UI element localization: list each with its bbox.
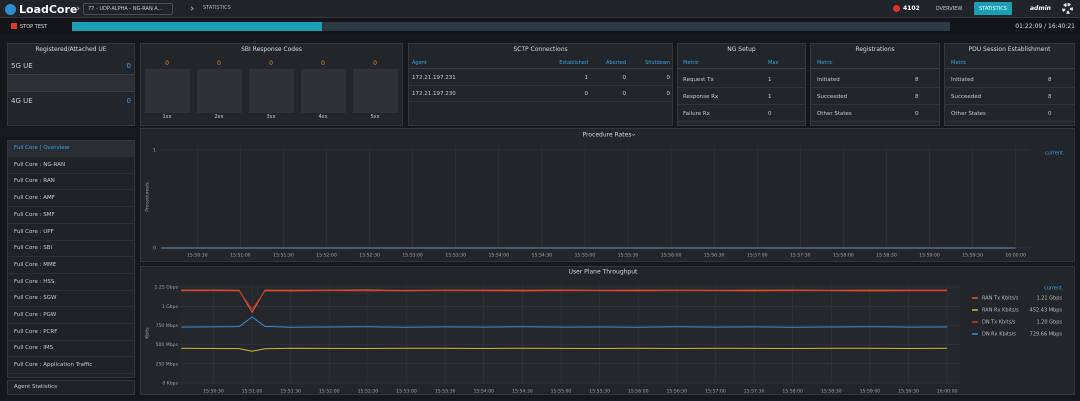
x-tick-label: 15:57:00 xyxy=(705,389,726,395)
x-tick-label: 15:57:00 xyxy=(747,253,768,259)
x-tick-label: 15:53:30 xyxy=(435,389,456,395)
x-tick-label: 16:00:00 xyxy=(1005,253,1026,259)
title-chevron xyxy=(632,134,635,136)
x-tick-label: 15:51:30 xyxy=(273,253,294,259)
legend-label: RAN Rx Kbits/s xyxy=(982,308,1019,314)
x-tick-label: 15:55:00 xyxy=(551,389,572,395)
x-tick-label: 15:54:00 xyxy=(488,253,509,259)
x-tick-label: 15:56:00 xyxy=(661,253,682,259)
x-tick-label: 15:59:00 xyxy=(919,253,940,259)
legend-label: DN Rx Kbits/s xyxy=(982,332,1016,338)
y-tick-label: 0 Kbps xyxy=(162,381,178,387)
y-tick-label: 500 Mbps xyxy=(156,342,179,348)
x-tick-label: 15:53:00 xyxy=(396,389,417,395)
legend-value: 1.20 Gbps xyxy=(1036,320,1062,326)
legend-value: 452.43 Mbps xyxy=(1030,308,1063,314)
x-tick-label: 15:59:30 xyxy=(962,253,983,259)
x-tick-label: 15:52:30 xyxy=(359,253,380,259)
x-tick-label: 15:56:00 xyxy=(628,389,649,395)
x-tick-label: 15:55:00 xyxy=(575,253,596,259)
chart-title: Procedure Rates xyxy=(583,132,632,139)
x-tick-label: 15:54:30 xyxy=(532,253,553,259)
x-tick-label: 15:53:30 xyxy=(445,253,466,259)
x-tick-label: 15:59:00 xyxy=(860,389,881,395)
x-tick-label: 15:50:30 xyxy=(187,253,208,259)
y-axis-label: Kbits xyxy=(145,327,151,339)
x-tick-label: 16:00:00 xyxy=(937,389,958,395)
y-tick-label: 1 Gbps xyxy=(162,304,179,310)
x-tick-label: 15:57:30 xyxy=(744,389,765,395)
legend-value: 1.21 Gbps xyxy=(1036,296,1062,302)
y-tick-label: 250 Mbps xyxy=(156,361,179,367)
x-tick-label: 15:59:30 xyxy=(898,389,919,395)
x-tick-label: 15:52:00 xyxy=(316,253,337,259)
x-tick-label: 15:51:00 xyxy=(242,389,263,395)
legend-label: RAN Tx Kbits/s xyxy=(982,296,1019,302)
legend-label: DN Tx Kbits/s xyxy=(982,320,1016,326)
y-tick-label: 1 xyxy=(153,147,156,153)
y-tick-label: 1.25 Gbps xyxy=(155,285,179,291)
x-tick-label: 15:56:30 xyxy=(704,253,725,259)
x-tick-label: 15:51:30 xyxy=(280,389,301,395)
chart-title: User Plane Throughput xyxy=(569,269,638,276)
legend-value: 729.66 Mbps xyxy=(1030,332,1063,338)
x-tick-label: 15:57:30 xyxy=(790,253,811,259)
x-tick-label: 15:53:00 xyxy=(402,253,423,259)
plot-area xyxy=(180,284,960,383)
y-axis-label: Procedures/s xyxy=(145,182,151,212)
x-tick-label: 15:58:00 xyxy=(782,389,803,395)
x-tick-label: 15:51:00 xyxy=(230,253,251,259)
y-tick-label: 750 Mbps xyxy=(156,323,179,329)
x-tick-label: 15:58:30 xyxy=(821,389,842,395)
legend-header: current xyxy=(1045,151,1063,157)
x-tick-label: 15:55:30 xyxy=(618,253,639,259)
x-tick-label: 15:56:30 xyxy=(667,389,688,395)
x-tick-label: 15:54:30 xyxy=(512,389,533,395)
x-tick-label: 15:50:30 xyxy=(203,389,224,395)
x-tick-label: 15:58:00 xyxy=(833,253,854,259)
x-tick-label: 15:52:00 xyxy=(319,389,340,395)
x-tick-label: 15:55:30 xyxy=(589,389,610,395)
y-tick-label: 0 xyxy=(153,246,156,252)
x-tick-label: 15:58:30 xyxy=(876,253,897,259)
x-tick-label: 15:52:30 xyxy=(358,389,379,395)
x-tick-label: 15:54:00 xyxy=(473,389,494,395)
legend-header: current xyxy=(1044,286,1062,292)
